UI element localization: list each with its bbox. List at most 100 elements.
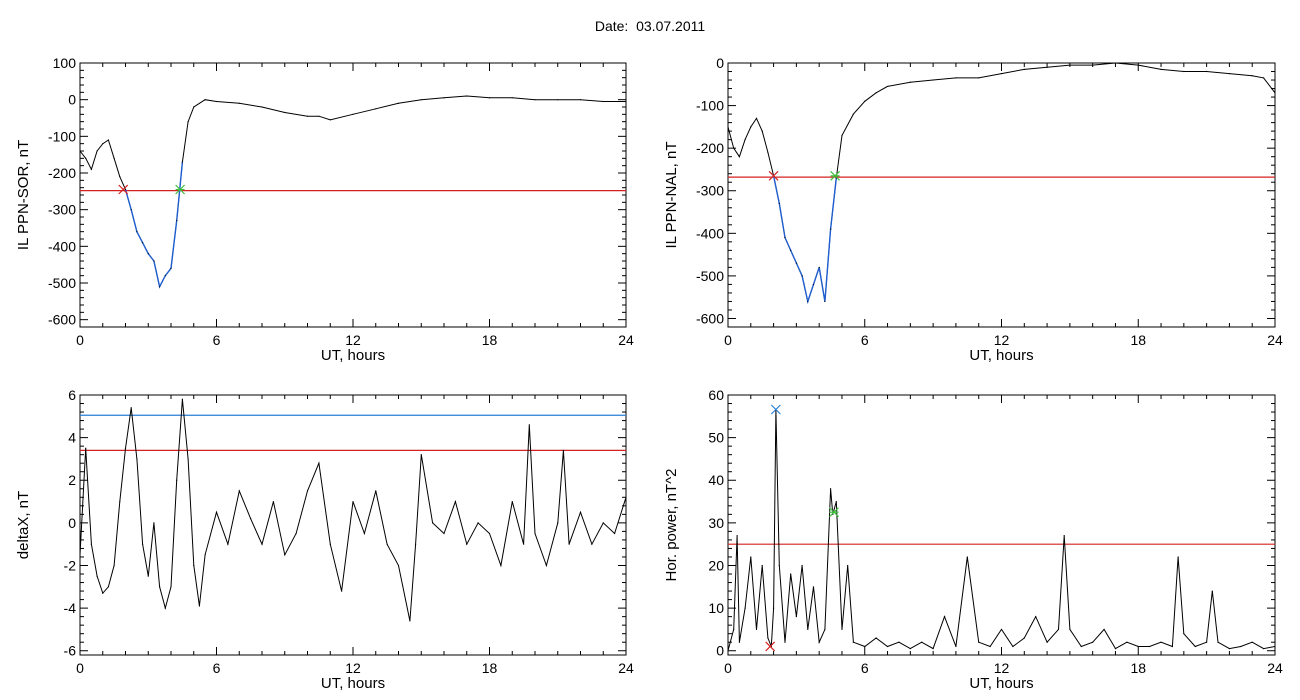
data-point (130, 407, 132, 409)
data-point (420, 99, 422, 101)
y-axis-label: deltaX, nT (15, 491, 32, 559)
data-point (1057, 628, 1060, 631)
y-tick-label: -200 (48, 165, 76, 181)
data-point (1080, 645, 1082, 648)
data-point (1063, 535, 1065, 537)
data-point (579, 511, 582, 513)
data-point (755, 628, 758, 631)
data-point (1211, 590, 1213, 592)
data-point (1240, 645, 1242, 648)
y-tick-label: -6 (64, 643, 77, 659)
data-point (625, 100, 626, 103)
data-point (733, 147, 735, 149)
data-point (136, 458, 138, 460)
data-point (829, 228, 832, 230)
data-point (562, 449, 565, 452)
data-point (557, 99, 559, 101)
data-point (824, 300, 826, 303)
data-point (227, 543, 229, 545)
data-point (318, 462, 320, 464)
data-point (807, 628, 809, 631)
y-tick-label: 30 (708, 515, 724, 531)
x-tick-label: 6 (861, 660, 869, 676)
data-point (579, 99, 582, 101)
data-point (329, 543, 331, 545)
data-point (85, 157, 87, 159)
data-point (329, 119, 331, 121)
data-point (807, 300, 809, 303)
data-point (107, 586, 110, 588)
y-tick-label: 10 (708, 600, 724, 616)
data-point (1194, 645, 1196, 648)
data-point (1023, 637, 1025, 639)
data-point (750, 126, 752, 128)
x-tick-label: 12 (345, 660, 361, 676)
data-point (147, 575, 149, 577)
data-point (568, 543, 570, 545)
chart-hor-power: 0 6 12 18 24 UT, hours 60 50 40 30 20 10 0 Hor. power… (663, 390, 1283, 692)
x-tick-label: 18 (482, 660, 498, 676)
y-tick-label: 20 (708, 557, 724, 573)
data-point (545, 564, 547, 567)
data-point (466, 543, 468, 545)
y-tick-label: 100 (53, 55, 77, 71)
data-point (614, 532, 616, 535)
data-point (761, 130, 763, 132)
data-point (141, 242, 144, 244)
data-point (409, 620, 411, 622)
data-point (193, 106, 195, 108)
y-axis-label: IL PPN-SOR, nT (15, 140, 32, 250)
data-point (1092, 641, 1094, 643)
y-tick-label: -500 (48, 275, 76, 291)
marker-red (768, 170, 779, 181)
data-point (193, 564, 195, 567)
data-point (511, 500, 513, 503)
y-tick-label: 2 (68, 472, 76, 488)
data-point (755, 117, 758, 119)
data-point (272, 500, 274, 503)
data-point (801, 564, 803, 567)
x-axis-label: UT, hours (969, 675, 1033, 692)
data-point (204, 554, 206, 556)
y-tick-label: -100 (48, 128, 76, 144)
data-point (1228, 648, 1231, 650)
x-tick-label: 24 (618, 660, 634, 676)
data-point (1206, 70, 1208, 73)
y-tick-label: 0 (716, 55, 724, 71)
data-point (778, 202, 780, 205)
data-point (909, 648, 911, 650)
marker-red (118, 184, 129, 195)
data-point (1069, 628, 1071, 631)
x-tick-label: 6 (213, 332, 221, 348)
data-point (784, 236, 786, 239)
y-tick-label: -300 (696, 183, 724, 199)
data-point (488, 532, 491, 535)
data-point (841, 628, 843, 631)
data-point (397, 102, 400, 104)
data-point (90, 168, 92, 170)
data-point (728, 126, 729, 128)
data-point (790, 573, 792, 575)
data-point (102, 592, 104, 594)
y-tick-label: -2 (64, 557, 77, 573)
data-point (829, 488, 832, 490)
x-tick-label: 0 (76, 332, 84, 348)
data-point (1069, 64, 1071, 66)
data-point (875, 92, 877, 94)
data-point (352, 500, 354, 503)
y-tick-label: 50 (708, 430, 724, 446)
data-point (187, 121, 189, 123)
data-point (124, 447, 127, 449)
data-point (1046, 66, 1048, 68)
data-point (1114, 648, 1117, 650)
data-point (147, 253, 149, 255)
data-point (767, 151, 769, 154)
data-point (261, 543, 263, 545)
data-point (738, 156, 740, 158)
x-axis-label: UT, hours (321, 347, 385, 364)
data-point (795, 616, 797, 618)
data-point (141, 543, 144, 545)
data-point (295, 532, 297, 535)
data-point (1217, 641, 1219, 643)
data-point (767, 637, 769, 639)
